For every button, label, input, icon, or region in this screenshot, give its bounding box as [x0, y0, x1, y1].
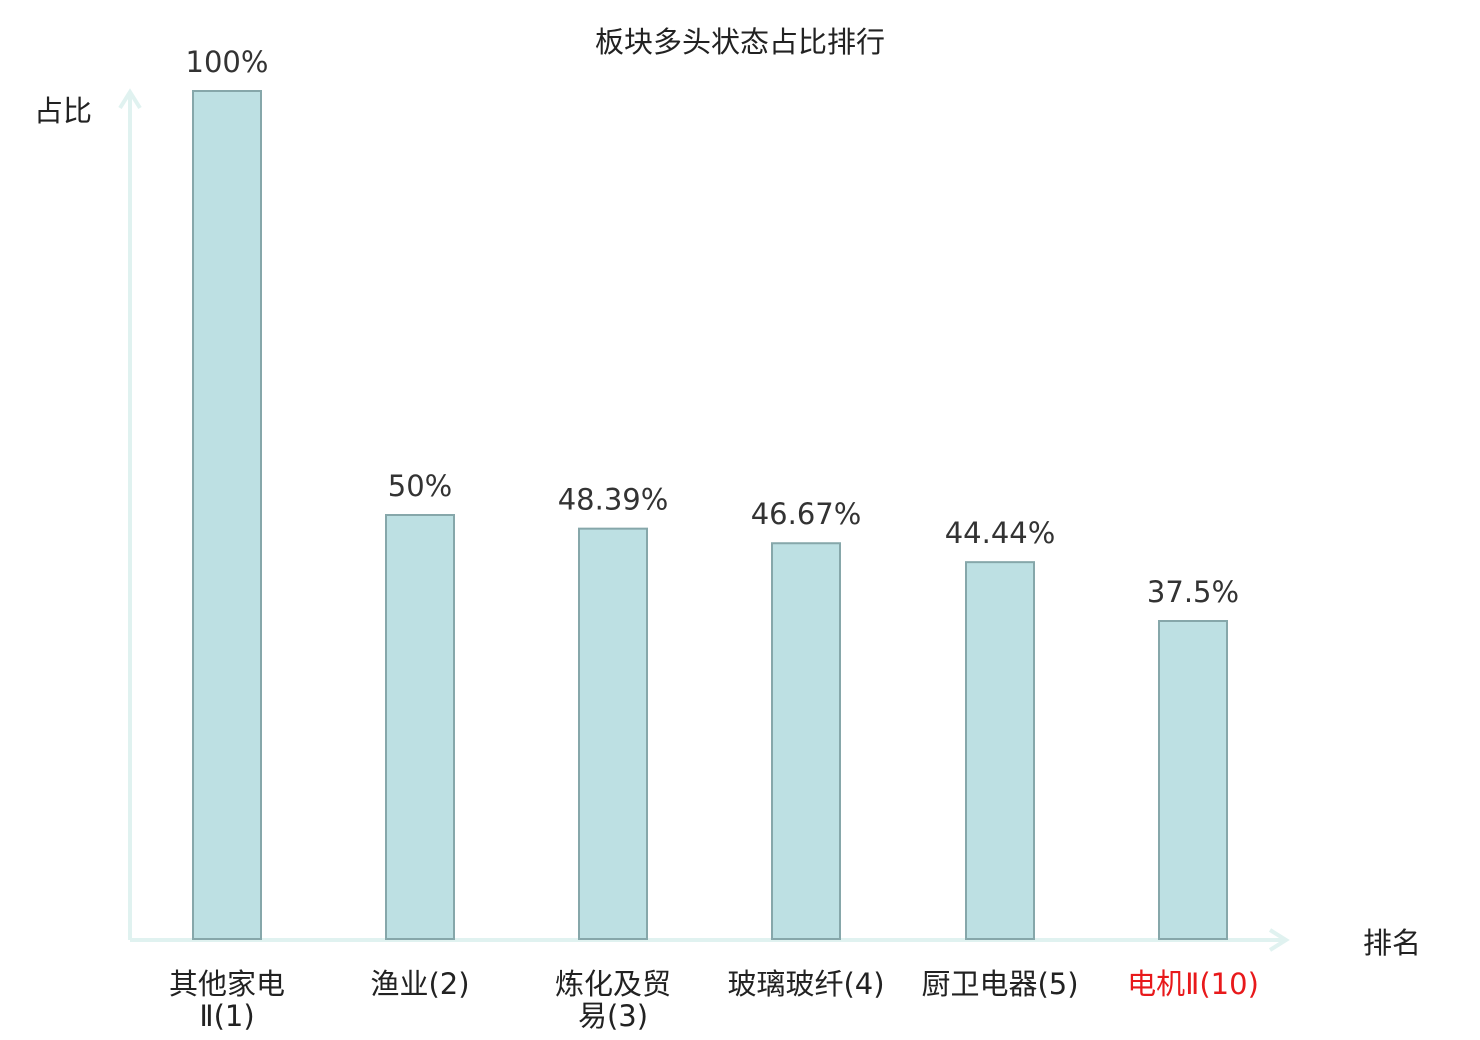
data-label: 48.39% [558, 483, 669, 517]
bar [385, 514, 455, 940]
data-label: 100% [186, 45, 269, 79]
category-label: 其他家电 [169, 967, 285, 1001]
y-axis [118, 88, 142, 940]
bar [192, 90, 262, 940]
data-label: 44.44% [945, 516, 1056, 550]
category-label: Ⅱ(1) [199, 999, 254, 1033]
data-label: 37.5% [1147, 575, 1239, 609]
category-label: 厨卫电器(5) [921, 967, 1078, 1001]
x-axis-label: 排名 [1363, 926, 1421, 960]
value-labels: 100% 50% 48.39% 46.67% 44.44% 37.5% [186, 45, 1240, 609]
data-label: 46.67% [751, 497, 862, 531]
category-label: 玻璃玻纤(4) [727, 967, 884, 1001]
chart-title: 板块多头状态占比排行 [595, 25, 885, 59]
category-label: 电机Ⅱ(10) [1127, 967, 1259, 1001]
category-label: 炼化及贸 [555, 967, 671, 1001]
bar [578, 527, 648, 940]
bar-series [192, 90, 1228, 940]
category-label: 渔业(2) [370, 967, 469, 1001]
data-label: 50% [388, 469, 452, 503]
bar [771, 542, 841, 940]
bar [1158, 620, 1228, 940]
y-axis-label: 占比 [34, 94, 92, 128]
bar [965, 561, 1035, 940]
category-label: 易(3) [578, 999, 648, 1033]
x-axis [130, 928, 1290, 952]
